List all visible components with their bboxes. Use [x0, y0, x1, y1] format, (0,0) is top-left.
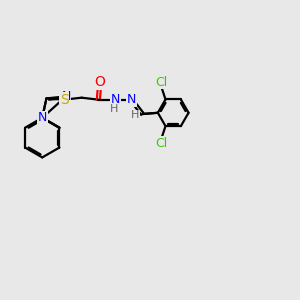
Text: Cl: Cl [155, 137, 167, 150]
Text: O: O [94, 75, 105, 89]
Text: N: N [38, 111, 47, 124]
Text: Cl: Cl [155, 76, 167, 88]
Text: N: N [110, 93, 120, 106]
Text: S: S [60, 93, 69, 107]
Text: H: H [131, 110, 139, 120]
Text: N: N [127, 93, 136, 106]
Text: N: N [61, 90, 71, 103]
Text: H: H [110, 104, 118, 114]
